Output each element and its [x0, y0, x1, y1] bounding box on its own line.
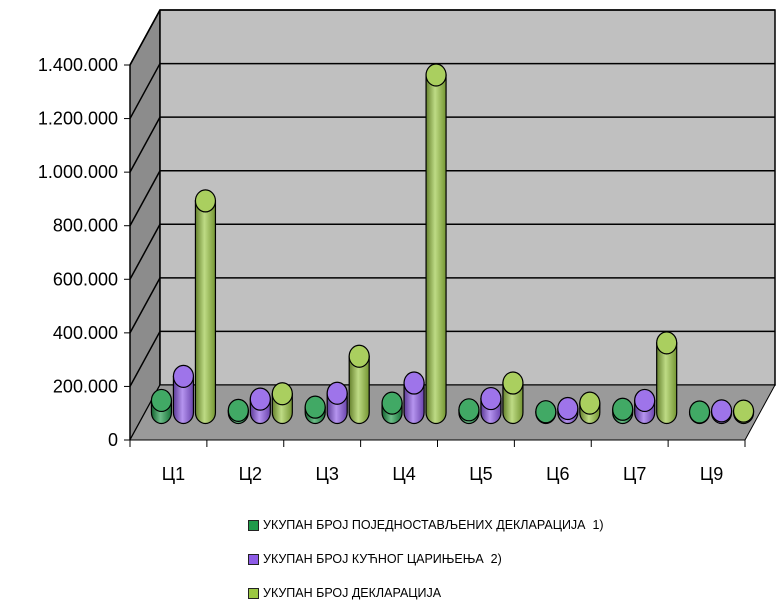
chart-svg: 0 200.000 400.000 600.000 800.000 1.000.000 1.… [38, 9, 776, 484]
gridlines [129, 9, 775, 387]
bar [502, 371, 524, 425]
bar [535, 400, 557, 425]
legend-item-simplified-declarations: УКУПАН БРОЈ ПОЈЕДНОСТАВЉЕНИХ ДЕКЛАРАЦИЈА… [248, 508, 604, 542]
y-tick-label: 1.000.000 [38, 162, 118, 182]
y-tick-label: 600.000 [53, 269, 118, 289]
legend-item-total-declarations: УКУПАН БРОЈ ДЕКЛАРАЦИЈА [248, 576, 604, 610]
y-tick-label: 1.200.000 [38, 109, 118, 129]
bar [710, 399, 733, 425]
y-tick-label: 0 [108, 430, 118, 450]
bar [425, 63, 447, 425]
bar [172, 364, 195, 425]
bar [458, 398, 480, 425]
legend-label: УКУПАН БРОЈ ПОЈЕДНОСТАВЉЕНИХ ДЕКЛАРАЦИЈА… [263, 518, 604, 532]
x-tick-label: Ц6 [546, 464, 569, 484]
gridline-side [129, 63, 161, 119]
bar [557, 396, 579, 425]
y-tick-label: 1.400.000 [38, 55, 118, 75]
bar [348, 344, 370, 425]
legend-swatch-lightgreen [248, 587, 259, 599]
bar [304, 395, 326, 425]
legend-swatch-purple [248, 553, 259, 565]
gridline-side [129, 223, 161, 280]
bar [634, 388, 656, 425]
back-wall [159, 9, 776, 386]
legend-label: УКУПАН БРОЈ КУЋНОГ ЦАРИЊЕЊА 2) [263, 552, 502, 566]
legend: УКУПАН БРОЈ ПОЈЕДНОСТАВЉЕНИХ ДЕКЛАРАЦИЈА… [248, 508, 604, 610]
x-tick-label: Ц3 [316, 464, 339, 484]
x-axis: Ц1 Ц2 Ц3 Ц4 Ц5 Ц6 Ц7 Ц9 [129, 439, 746, 484]
y-tick-label: 200.000 [53, 376, 118, 396]
bar [480, 386, 502, 425]
side-wall [129, 9, 161, 441]
bar [150, 388, 173, 425]
gridline-side [129, 277, 161, 334]
legend-item-home-customs: УКУПАН БРОЈ КУЋНОГ ЦАРИЊЕЊА 2) [248, 542, 604, 576]
legend-label: УКУПАН БРОЈ ДЕКЛАРАЦИЈА [263, 586, 442, 600]
gridline-side [129, 9, 161, 66]
bar [403, 371, 425, 425]
x-tick-label: Ц5 [469, 464, 492, 484]
bar [732, 399, 755, 425]
y-tick-label: 800.000 [53, 216, 118, 236]
bar [688, 400, 711, 425]
bar [249, 387, 271, 425]
bars [150, 63, 755, 425]
gridline-side [129, 116, 161, 173]
gridline-side [129, 170, 161, 227]
bar [656, 331, 678, 425]
bar [326, 381, 348, 425]
x-tick-label: Ц4 [392, 464, 415, 484]
x-tick-label: Ц9 [700, 464, 723, 484]
gridline-side [129, 331, 161, 387]
y-axis: 0 200.000 400.000 600.000 800.000 1.000.000 1.… [38, 55, 131, 450]
x-tick-label: Ц2 [239, 464, 262, 484]
x-tick-label: Ц7 [623, 464, 646, 484]
bar [612, 397, 634, 425]
bar [227, 398, 249, 425]
floor [129, 384, 776, 441]
legend-swatch-green [248, 519, 259, 531]
bar [381, 391, 403, 425]
bar [271, 382, 293, 425]
bar [194, 189, 217, 425]
bar [579, 391, 601, 425]
y-tick-label: 400.000 [53, 323, 118, 343]
x-tick-label: Ц1 [162, 464, 185, 484]
chart-walls [129, 9, 776, 441]
